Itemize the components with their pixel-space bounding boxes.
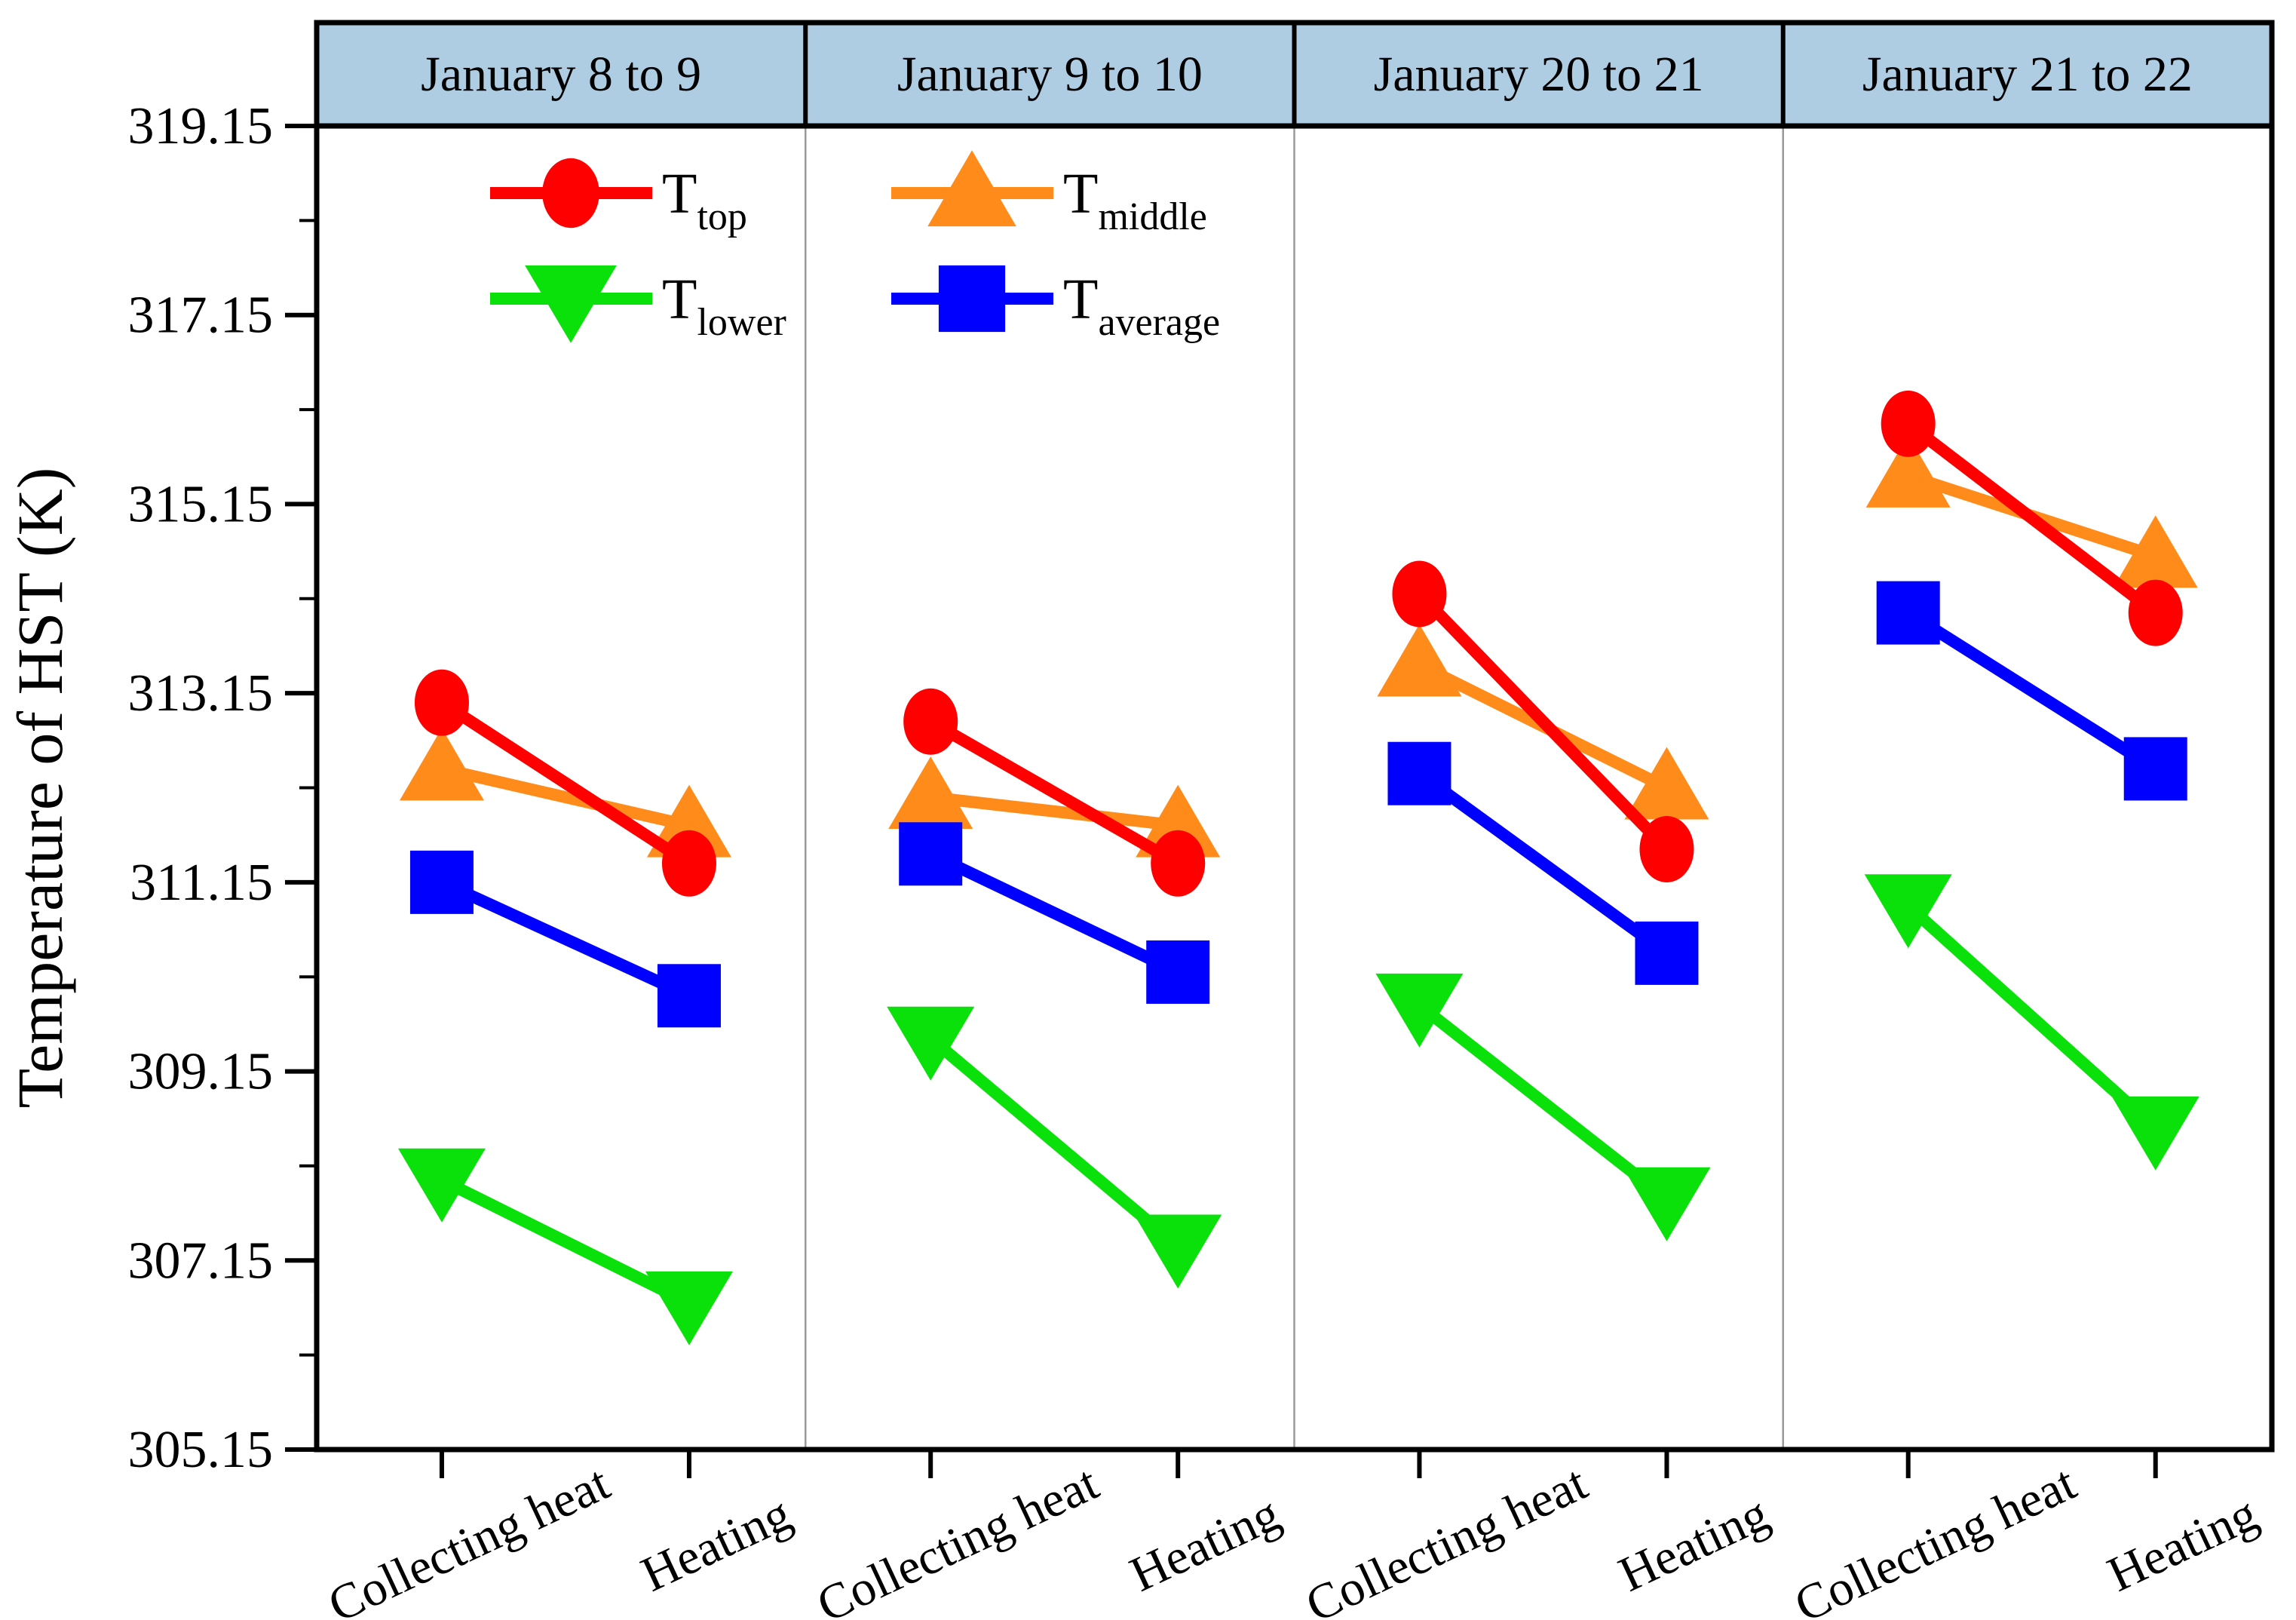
data-point-marker (1865, 434, 1951, 508)
x-tick-label: Heating (2100, 1486, 2266, 1602)
y-tick-label: 307.15 (128, 1232, 274, 1290)
y-tick-label: 313.15 (128, 664, 274, 723)
data-point-marker (1146, 940, 1210, 1004)
data-point-marker (2128, 579, 2183, 646)
series-line-T_top (1904, 419, 2160, 618)
data-point-marker (1151, 830, 1206, 897)
data-point-marker (1134, 1214, 1222, 1289)
series-line-T_average (439, 876, 692, 1002)
series-line-T_average (927, 848, 1181, 978)
y-tick-label: 319.15 (128, 97, 274, 155)
y-tick-label: 305.15 (128, 1421, 274, 1479)
x-tick-label: Heating (1122, 1486, 1288, 1602)
data-point-marker (1876, 581, 1940, 645)
x-tick-label: Heating (1611, 1486, 1776, 1602)
series-line-T_lower (439, 1174, 692, 1309)
data-point-marker (414, 669, 469, 736)
data-point-marker (1635, 921, 1699, 985)
plot-border (314, 123, 2275, 1453)
data-point-marker (1623, 1167, 1711, 1241)
data-point-marker (661, 830, 716, 897)
series-line-T_middle (440, 762, 691, 832)
panel-header-label: January 9 to 10 (897, 47, 1203, 102)
x-tick-label: Collecting heat (320, 1456, 618, 1620)
series-line-T_top (1415, 589, 1672, 854)
y-tick-label: 315.15 (128, 475, 274, 533)
legend-label-T_middle: Tmiddle (1063, 162, 1207, 238)
panel-header-label: January 21 to 22 (1862, 47, 2193, 102)
series-line-T_average (1905, 607, 2159, 775)
series-line-T_average (1415, 769, 1671, 959)
data-point-marker (888, 756, 973, 830)
data-point-marker (1864, 874, 1952, 949)
data-point-marker (899, 822, 963, 886)
legend-label-T_lower: Tlower (662, 268, 786, 344)
series-line-T_top (927, 716, 1182, 869)
y-tick-label: 311.15 (130, 854, 273, 912)
legend-label-T_average: Taverage (1063, 268, 1220, 344)
data-point-marker (903, 688, 958, 755)
y-axis-label: Temperature of HST (K) (4, 468, 76, 1109)
series-line-T_lower (1904, 901, 2160, 1133)
series-line-T_lower (927, 1033, 1182, 1251)
data-point-marker (397, 1148, 486, 1223)
series-line-T_lower (1415, 1000, 1671, 1204)
x-tick-label: Heating (633, 1486, 799, 1602)
data-point-marker (887, 1006, 975, 1081)
data-point-marker (657, 964, 721, 1028)
data-point-marker (1375, 973, 1464, 1048)
series-line-T_top (438, 697, 693, 869)
panel-header-label: January 20 to 21 (1374, 47, 1704, 102)
data-point-marker (2111, 1096, 2199, 1171)
data-point-marker (2113, 515, 2198, 588)
data-point-marker (1136, 784, 1221, 858)
y-tick-label: 317.15 (128, 287, 274, 345)
data-point-marker (927, 150, 1016, 227)
data-point-marker (646, 784, 731, 858)
data-point-marker (525, 265, 617, 343)
legend-label-T_top: Ttop (662, 162, 747, 238)
data-point-marker (399, 728, 484, 801)
panel-header-label: January 8 to 9 (421, 47, 701, 102)
data-point-marker (645, 1271, 733, 1345)
y-tick-label: 309.15 (128, 1043, 274, 1101)
data-point-marker (2123, 737, 2187, 801)
data-point-marker (1881, 390, 1936, 457)
x-tick-label: Collecting heat (809, 1456, 1107, 1620)
data-point-marker (1639, 815, 1694, 882)
data-point-marker (1377, 624, 1462, 697)
data-point-marker (1392, 560, 1447, 627)
x-tick-label: Collecting heat (1786, 1456, 2084, 1620)
x-tick-label: Collecting heat (1298, 1456, 1596, 1620)
data-point-marker (1624, 747, 1709, 820)
data-point-marker (409, 850, 474, 914)
data-point-marker (542, 158, 599, 229)
data-point-marker (1387, 741, 1451, 805)
data-point-marker (938, 265, 1006, 333)
series-line-T_middle (930, 791, 1179, 832)
